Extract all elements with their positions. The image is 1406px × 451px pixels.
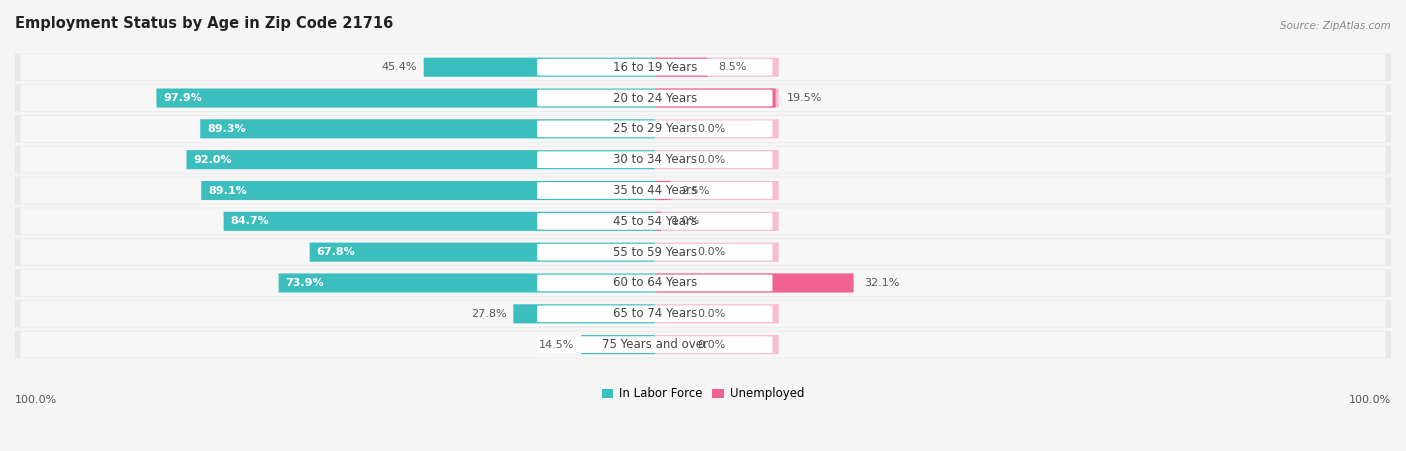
FancyBboxPatch shape [278,273,655,293]
Text: 35 to 44 Years: 35 to 44 Years [613,184,697,197]
FancyBboxPatch shape [537,305,772,322]
FancyBboxPatch shape [537,59,772,76]
Text: 45 to 54 Years: 45 to 54 Years [613,215,697,228]
FancyBboxPatch shape [513,304,655,323]
Text: 60 to 64 Years: 60 to 64 Years [613,276,697,290]
Text: 2.5%: 2.5% [682,185,710,196]
Text: 25 to 29 Years: 25 to 29 Years [613,122,697,135]
FancyBboxPatch shape [655,212,661,231]
FancyBboxPatch shape [537,213,772,230]
Text: 1.0%: 1.0% [672,216,700,226]
FancyBboxPatch shape [15,269,1391,297]
FancyBboxPatch shape [21,331,1385,358]
Text: 100.0%: 100.0% [15,395,58,405]
FancyBboxPatch shape [21,178,1385,203]
FancyBboxPatch shape [15,300,1391,327]
Text: 20 to 24 Years: 20 to 24 Years [613,92,697,105]
Text: 89.1%: 89.1% [208,185,247,196]
FancyBboxPatch shape [655,150,779,169]
FancyBboxPatch shape [15,54,1391,81]
Text: Employment Status by Age in Zip Code 21716: Employment Status by Age in Zip Code 217… [15,16,394,31]
FancyBboxPatch shape [21,301,1385,327]
FancyBboxPatch shape [21,54,1385,80]
FancyBboxPatch shape [15,146,1391,173]
FancyBboxPatch shape [655,58,707,77]
Text: 0.0%: 0.0% [697,124,725,134]
FancyBboxPatch shape [21,116,1385,142]
Text: 27.8%: 27.8% [471,309,506,319]
Text: 55 to 59 Years: 55 to 59 Years [613,246,697,259]
FancyBboxPatch shape [21,147,1385,173]
FancyBboxPatch shape [537,244,772,261]
Text: 73.9%: 73.9% [285,278,325,288]
FancyBboxPatch shape [15,177,1391,204]
FancyBboxPatch shape [537,90,772,106]
FancyBboxPatch shape [655,181,671,200]
Text: 32.1%: 32.1% [865,278,900,288]
FancyBboxPatch shape [15,115,1391,143]
FancyBboxPatch shape [21,270,1385,296]
FancyBboxPatch shape [581,335,655,354]
FancyBboxPatch shape [655,181,779,200]
FancyBboxPatch shape [537,152,772,168]
Text: 0.0%: 0.0% [697,340,725,350]
Text: 19.5%: 19.5% [786,93,823,103]
Text: 0.0%: 0.0% [697,247,725,257]
FancyBboxPatch shape [224,212,655,231]
FancyBboxPatch shape [655,58,779,77]
FancyBboxPatch shape [537,120,772,137]
FancyBboxPatch shape [156,88,655,108]
Text: 67.8%: 67.8% [316,247,356,257]
FancyBboxPatch shape [655,212,779,231]
FancyBboxPatch shape [15,331,1391,359]
FancyBboxPatch shape [201,181,655,200]
FancyBboxPatch shape [21,239,1385,265]
Text: 92.0%: 92.0% [194,155,232,165]
FancyBboxPatch shape [187,150,655,169]
Text: 16 to 19 Years: 16 to 19 Years [613,61,697,74]
FancyBboxPatch shape [655,304,779,323]
Text: 75 Years and over: 75 Years and over [602,338,707,351]
FancyBboxPatch shape [21,208,1385,235]
Text: 14.5%: 14.5% [538,340,574,350]
Text: 0.0%: 0.0% [697,309,725,319]
FancyBboxPatch shape [655,273,779,293]
FancyBboxPatch shape [21,85,1385,111]
FancyBboxPatch shape [200,120,655,138]
FancyBboxPatch shape [15,239,1391,266]
Text: 0.0%: 0.0% [697,155,725,165]
Text: 65 to 74 Years: 65 to 74 Years [613,307,697,320]
Text: 97.9%: 97.9% [163,93,202,103]
FancyBboxPatch shape [655,273,853,293]
FancyBboxPatch shape [655,335,779,354]
Text: 89.3%: 89.3% [207,124,246,134]
FancyBboxPatch shape [655,88,776,108]
Text: 84.7%: 84.7% [231,216,269,226]
FancyBboxPatch shape [655,120,779,138]
FancyBboxPatch shape [655,243,779,262]
FancyBboxPatch shape [537,275,772,291]
FancyBboxPatch shape [537,182,772,199]
Text: 30 to 34 Years: 30 to 34 Years [613,153,697,166]
Legend: In Labor Force, Unemployed: In Labor Force, Unemployed [598,383,808,405]
FancyBboxPatch shape [15,84,1391,112]
FancyBboxPatch shape [423,58,655,77]
FancyBboxPatch shape [15,207,1391,235]
Text: 45.4%: 45.4% [381,62,416,72]
Text: Source: ZipAtlas.com: Source: ZipAtlas.com [1281,21,1391,31]
FancyBboxPatch shape [537,336,772,353]
Text: 8.5%: 8.5% [718,62,747,72]
Text: 100.0%: 100.0% [1348,395,1391,405]
FancyBboxPatch shape [655,88,779,108]
FancyBboxPatch shape [309,243,655,262]
